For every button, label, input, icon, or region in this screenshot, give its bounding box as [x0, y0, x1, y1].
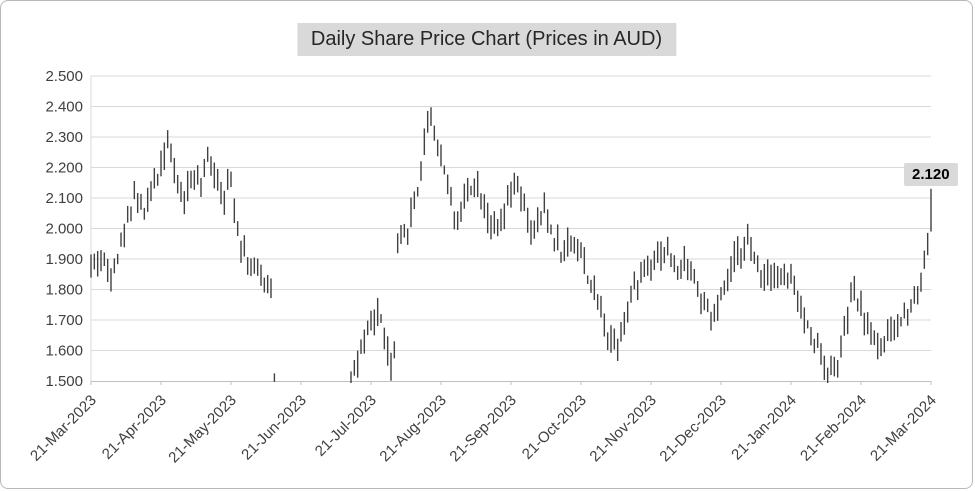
x-axis-tick-label: 21-Oct-2023	[519, 392, 590, 463]
y-axis-tick-label: 1.600	[45, 343, 83, 360]
x-axis-tick-label: 21-Dec-2023	[656, 392, 729, 465]
x-axis-tick-label: 21-Jan-2024	[728, 392, 800, 464]
x-axis-tick-label: 21-Mar-2023	[27, 392, 100, 465]
x-axis-tick-label: 21-May-2023	[165, 392, 240, 467]
x-axis-tick-label: 21-Sep-2023	[446, 392, 519, 465]
x-axis-tick-label: 21-Mar-2024	[867, 392, 940, 465]
y-axis-tick-label: 2.100	[45, 190, 83, 207]
x-axis-tick-label: 21-Nov-2023	[586, 392, 659, 465]
y-axis-tick-label: 2.200	[45, 160, 83, 177]
x-axis-tick-label: 21-Apr-2023	[99, 392, 170, 463]
price-bars	[90, 107, 932, 383]
gridlines	[90, 75, 931, 381]
last-price-callout: 2.120	[904, 163, 958, 186]
y-axis-tick-label: 1.800	[45, 282, 83, 299]
x-axis-tick-label: 21-Feb-2024	[797, 392, 870, 465]
x-axis-tick-label: 21-Aug-2023	[376, 392, 449, 465]
y-axis-tick-label: 1.900	[45, 251, 83, 268]
y-axis-tick-label: 2.500	[45, 68, 83, 85]
y-axis-tick-label: 1.500	[45, 373, 83, 390]
y-axis-tick-label: 1.700	[45, 312, 83, 329]
chart-title: Daily Share Price Chart (Prices in AUD)	[296, 23, 677, 56]
y-axis-tick-label: 2.300	[45, 129, 83, 146]
x-axis	[90, 381, 932, 385]
y-axis-labels: 1.500 1.600 1.700 1.800 1.900 2.000 2.100 2.200…	[45, 68, 83, 390]
y-axis-tick-label: 2.000	[45, 221, 83, 238]
y-axis-tick-label: 2.400	[45, 99, 83, 116]
x-axis-labels: 21-Mar-2023 21-Apr-202321-May-202321-Jun-…	[27, 392, 940, 467]
x-axis-tick-label: 21-Jul-2023	[312, 392, 380, 460]
x-axis-tick-label: 21-Jun-2023	[238, 392, 310, 464]
